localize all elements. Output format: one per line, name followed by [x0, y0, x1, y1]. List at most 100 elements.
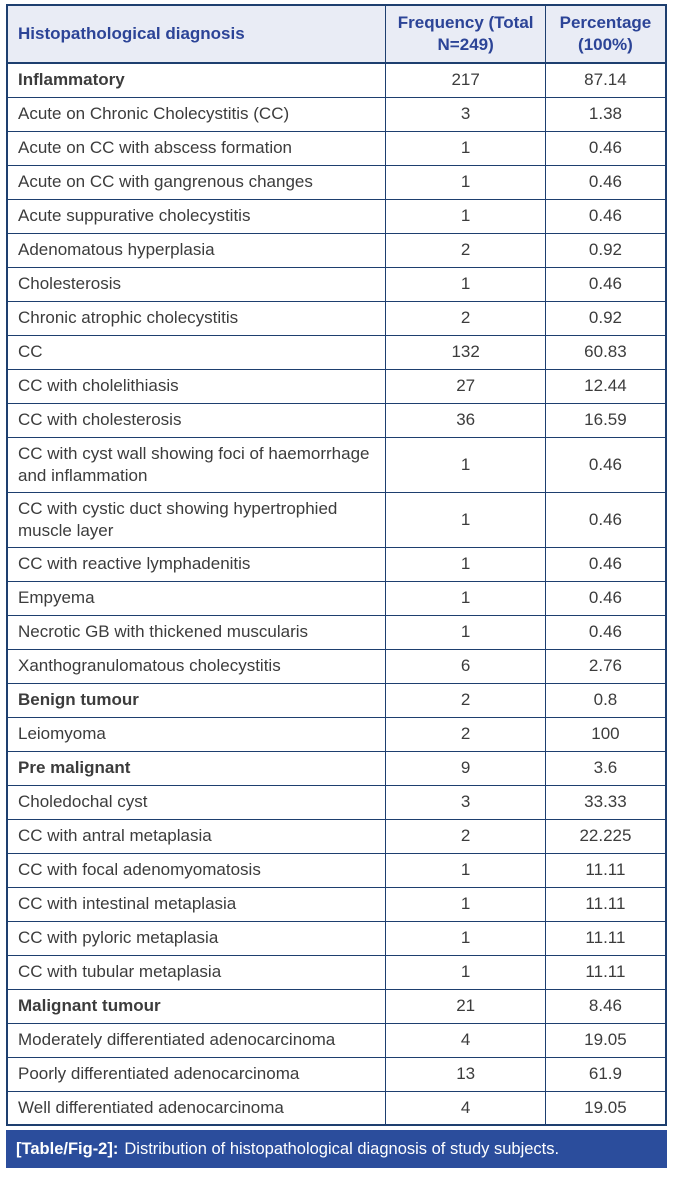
frequency-cell: 2: [385, 716, 546, 752]
diagnosis-cell: CC with focal adenomyomatosis: [6, 852, 387, 888]
percentage-cell: 16.59: [544, 402, 667, 438]
percentage-cell: 22.225: [544, 818, 667, 854]
frequency-cell: 36: [385, 402, 546, 438]
frequency-cell: 2: [385, 682, 546, 718]
frequency-cell: 1: [385, 920, 546, 956]
diagnosis-cell: Acute on Chronic Cholecystitis (CC): [6, 96, 387, 132]
diagnosis-cell: CC with antral metaplasia: [6, 818, 387, 854]
diagnosis-cell: Leiomyoma: [6, 716, 387, 752]
percentage-cell: 3.6: [544, 750, 667, 786]
diagnosis-cell: CC with pyloric metaplasia: [6, 920, 387, 956]
diagnosis-cell: CC with reactive lymphadenitis: [6, 546, 387, 582]
frequency-cell: 1: [385, 491, 546, 548]
table-row: Acute suppurative cholecystitis 1 0.46: [6, 198, 667, 234]
table-row: CC 132 60.83: [6, 334, 667, 370]
table-row: Empyema 1 0.46: [6, 580, 667, 616]
percentage-cell: 11.11: [544, 886, 667, 922]
table-body: Inflammatory 217 87.14 Acute on Chronic Cho…: [6, 62, 667, 1126]
percentage-cell: 60.83: [544, 334, 667, 370]
table-header: Histopathological diagnosis Frequency (T…: [6, 4, 667, 64]
percentage-cell: 33.33: [544, 784, 667, 820]
diagnosis-cell: Acute on CC with gangrenous changes: [6, 164, 387, 200]
table-row: CC with antral metaplasia 2 22.225: [6, 818, 667, 854]
frequency-cell: 1: [385, 852, 546, 888]
diagnosis-cell: Necrotic GB with thickened muscularis: [6, 614, 387, 650]
frequency-cell: 1: [385, 954, 546, 990]
frequency-cell: 21: [385, 988, 546, 1024]
diagnosis-cell: CC: [6, 334, 387, 370]
diagnosis-cell: CC with cystic duct showing hypertrophie…: [6, 491, 387, 548]
diagnosis-cell: Well differentiated adenocarcinoma: [6, 1090, 387, 1126]
percentage-cell: 19.05: [544, 1022, 667, 1058]
frequency-cell: 1: [385, 436, 546, 493]
percentage-cell: 0.46: [544, 580, 667, 616]
diagnosis-cell: Inflammatory: [6, 62, 387, 98]
diagnosis-cell: Poorly differentiated adenocarcinoma: [6, 1056, 387, 1092]
percentage-cell: 1.38: [544, 96, 667, 132]
percentage-cell: 0.46: [544, 614, 667, 650]
table-row: Moderately differentiated adenocarcinoma…: [6, 1022, 667, 1058]
frequency-cell: 2: [385, 232, 546, 268]
table-row: Benign tumour 2 0.8: [6, 682, 667, 718]
diagnosis-cell: Acute on CC with abscess formation: [6, 130, 387, 166]
frequency-cell: 2: [385, 300, 546, 336]
column-header-frequency: Frequency (Total N=249): [385, 4, 546, 64]
percentage-cell: 100: [544, 716, 667, 752]
table-row: Acute on CC with abscess formation 1 0.46: [6, 130, 667, 166]
percentage-cell: 19.05: [544, 1090, 667, 1126]
diagnosis-cell: CC with cyst wall showing foci of haemor…: [6, 436, 387, 493]
percentage-cell: 0.92: [544, 232, 667, 268]
percentage-cell: 0.46: [544, 546, 667, 582]
diagnosis-cell: Cholesterosis: [6, 266, 387, 302]
table-row: Malignant tumour 21 8.46: [6, 988, 667, 1024]
percentage-cell: 11.11: [544, 852, 667, 888]
diagnosis-cell: Benign tumour: [6, 682, 387, 718]
caption-label: [Table/Fig-2]:: [16, 1139, 119, 1158]
table-row: Xanthogranulomatous cholecystitis 6 2.76: [6, 648, 667, 684]
table-row: CC with cystic duct showing hypertrophie…: [6, 491, 667, 548]
table-row: CC with cyst wall showing foci of haemor…: [6, 436, 667, 493]
diagnosis-cell: Adenomatous hyperplasia: [6, 232, 387, 268]
percentage-cell: 0.46: [544, 164, 667, 200]
frequency-cell: 1: [385, 546, 546, 582]
percentage-cell: 0.46: [544, 491, 667, 548]
table-row: Acute on CC with gangrenous changes 1 0.46: [6, 164, 667, 200]
column-header-percentage: Percentage (100%): [544, 4, 667, 64]
table-row: Adenomatous hyperplasia 2 0.92: [6, 232, 667, 268]
percentage-cell: 12.44: [544, 368, 667, 404]
percentage-cell: 0.8: [544, 682, 667, 718]
percentage-cell: 2.76: [544, 648, 667, 684]
diagnosis-cell: Pre malignant: [6, 750, 387, 786]
table-row: Necrotic GB with thickened muscularis 1 0.…: [6, 614, 667, 650]
frequency-cell: 1: [385, 130, 546, 166]
percentage-cell: 0.46: [544, 198, 667, 234]
percentage-cell: 0.46: [544, 130, 667, 166]
diagnosis-cell: Xanthogranulomatous cholecystitis: [6, 648, 387, 684]
diagnosis-cell: CC with intestinal metaplasia: [6, 886, 387, 922]
diagnosis-cell: CC with cholesterosis: [6, 402, 387, 438]
table-row: Chronic atrophic cholecystitis 2 0.92: [6, 300, 667, 336]
table-row: Acute on Chronic Cholecystitis (CC) 3 1.38: [6, 96, 667, 132]
percentage-cell: 0.92: [544, 300, 667, 336]
diagnosis-cell: Malignant tumour: [6, 988, 387, 1024]
percentage-cell: 61.9: [544, 1056, 667, 1092]
frequency-cell: 9: [385, 750, 546, 786]
table-row: CC with cholesterosis 36 16.59: [6, 402, 667, 438]
percentage-cell: 87.14: [544, 62, 667, 98]
diagnosis-cell: Moderately differentiated adenocarcinoma: [6, 1022, 387, 1058]
frequency-cell: 3: [385, 96, 546, 132]
histopathology-table: Histopathological diagnosis Frequency (T…: [6, 4, 667, 1127]
frequency-cell: 4: [385, 1090, 546, 1126]
table-row: CC with tubular metaplasia 1 11.11: [6, 954, 667, 990]
table-row: Inflammatory 217 87.14: [6, 62, 667, 98]
table-row: Well differentiated adenocarcinoma 4 19.05: [6, 1090, 667, 1126]
table-row: CC with pyloric metaplasia 1 11.11: [6, 920, 667, 956]
frequency-cell: 217: [385, 62, 546, 98]
frequency-cell: 1: [385, 886, 546, 922]
percentage-cell: 0.46: [544, 266, 667, 302]
diagnosis-cell: Empyema: [6, 580, 387, 616]
table-row: CC with reactive lymphadenitis 1 0.46: [6, 546, 667, 582]
frequency-cell: 27: [385, 368, 546, 404]
column-header-diagnosis: Histopathological diagnosis: [6, 4, 387, 64]
